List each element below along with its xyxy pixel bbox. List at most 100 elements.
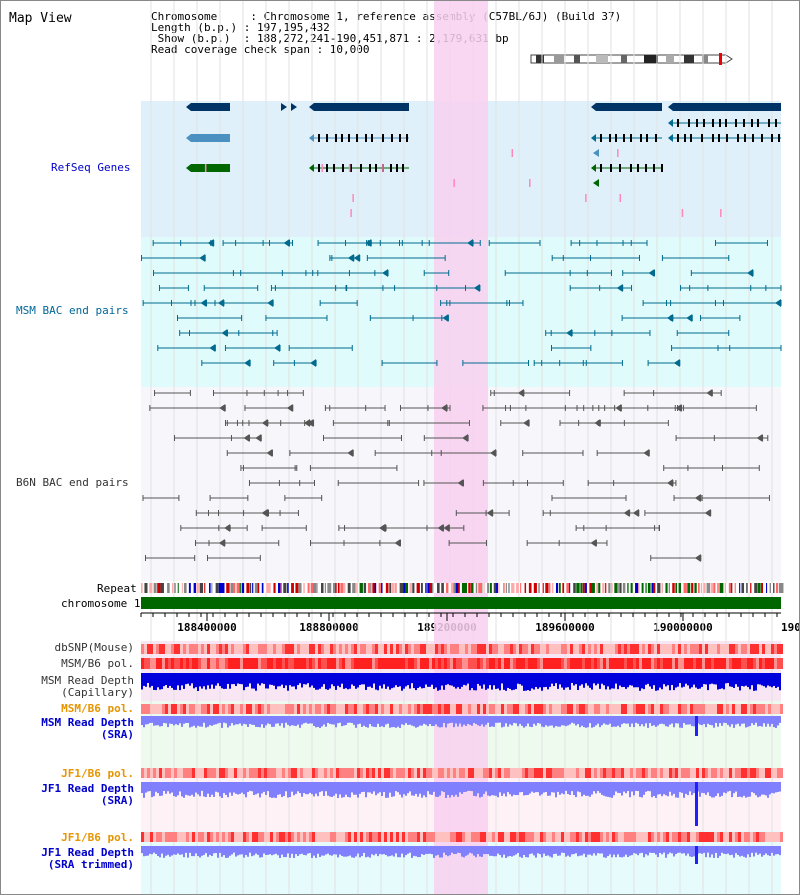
- jf1-depth-trimmed: [561, 846, 563, 853]
- jf1-pol-strip-2: [453, 832, 456, 842]
- jf1-depth-trimmed: [731, 846, 733, 855]
- repeat-mark: [602, 583, 605, 593]
- msm-depth-sra: [381, 716, 383, 727]
- jf1-depth-trimmed: [331, 846, 333, 856]
- msm-depth-sra: [379, 716, 381, 727]
- msm-depth-sra: [199, 716, 201, 727]
- msm-depth-sra: [251, 716, 253, 725]
- jf1-pol-strip-2: [306, 832, 309, 842]
- gene-b2-exon: [356, 134, 358, 142]
- jf1-depth-sra: [369, 782, 371, 793]
- track-label-msm-depth-cap[interactable]: MSM Read Depth: [41, 674, 134, 687]
- track-label-b6n-bac[interactable]: B6N BAC end pairs: [16, 476, 129, 489]
- msm-bac-pair-arrow: [473, 284, 480, 292]
- msm-depth-sra: [159, 716, 161, 727]
- track-label-jf1-depth-trim[interactable]: JF1 Read Depth: [41, 846, 134, 859]
- gene-b-body: [314, 103, 409, 111]
- track-label-msm-depth-sra[interactable]: MSM Read Depth: [41, 716, 134, 729]
- msm-pol-strip-1: [195, 658, 198, 669]
- msm-depth-sra: [425, 716, 427, 725]
- gene-d2-exon: [744, 134, 746, 142]
- jf1-depth-trimmed: [293, 846, 295, 858]
- msm-pol-strip-2: [300, 704, 303, 714]
- msm-pol-strip-1: [222, 658, 225, 669]
- msm-pol-strip-2: [630, 704, 633, 714]
- dbsnp-strip: [312, 644, 315, 654]
- msm-depth-sra: [659, 716, 661, 724]
- b6n-bac-pair-arrow: [286, 404, 293, 412]
- jf1-depth-trimmed: [743, 846, 745, 857]
- jf1-pol-strip-1: [348, 768, 351, 778]
- msm-depth-sra: [177, 716, 179, 726]
- msm-pol-strip-1: [687, 658, 690, 669]
- jf1-depth-sra: [565, 782, 567, 791]
- track-label-jf1-b6-pol-2[interactable]: JF1/B6 pol.: [61, 831, 134, 844]
- dbsnp-strip: [351, 644, 354, 654]
- msm-pol-strip-2: [450, 704, 453, 714]
- jf1-depth-trimmed: [249, 846, 251, 853]
- jf1-pol-strip-1: [279, 768, 282, 778]
- gene-d3-exon: [688, 119, 690, 127]
- msm-depth-sra: [645, 716, 647, 724]
- msm-pol-strip-1: [492, 658, 495, 669]
- jf1-depth-sra: [231, 782, 233, 796]
- dbsnp-strip: [606, 644, 609, 654]
- jf1-depth-sra: [571, 782, 573, 792]
- repeat-mark: [717, 583, 719, 593]
- dbsnp-strip: [516, 644, 519, 654]
- msm-depth-capillary: [571, 673, 573, 683]
- repeat-mark: [268, 583, 271, 593]
- jf1-pol-strip-1: [768, 768, 771, 778]
- msm-depth-capillary: [539, 673, 541, 688]
- chromosome-ideogram[interactable]: [526, 51, 736, 69]
- msm-depth-capillary: [231, 673, 233, 685]
- track-label-jf1-depth-sra[interactable]: JF1 Read Depth: [41, 782, 134, 795]
- msm-pol-strip-1: [510, 658, 513, 669]
- msm-depth-capillary: [301, 673, 303, 688]
- msm-pol-strip-2: [357, 704, 360, 714]
- msm-depth-capillary: [623, 673, 625, 687]
- track-label-jf1-b6-pol-1[interactable]: JF1/B6 pol.: [61, 767, 134, 780]
- jf1-pol-strip-1: [297, 768, 300, 778]
- jf1-depth-sra: [327, 782, 329, 796]
- msm-depth-sra: [411, 716, 413, 726]
- dbsnp-strip: [534, 644, 537, 654]
- dbsnp-strip: [282, 644, 285, 654]
- msm-depth-sra: [567, 716, 569, 726]
- dbsnp-strip: [390, 644, 393, 654]
- gene-d3-exon: [725, 119, 727, 127]
- repeat-mark: [257, 583, 260, 593]
- jf1-depth-sra: [325, 782, 327, 792]
- jf1-pol-strip-2: [384, 832, 387, 842]
- msm-depth-capillary: [727, 673, 729, 684]
- msm-depth-sra: [495, 716, 497, 723]
- msm-depth-capillary: [403, 673, 405, 689]
- jf1-pol-strip-2: [759, 832, 762, 842]
- jf1-depth-sra: [717, 782, 719, 794]
- dbsnp-strip: [387, 644, 390, 654]
- jf1-depth-sra: [549, 782, 551, 796]
- track-label-refseq-genes[interactable]: RefSeq Genes: [51, 161, 131, 174]
- dbsnp-strip: [402, 644, 405, 654]
- jf1-depth-trimmed: [677, 846, 679, 853]
- jf1-depth-sra: [345, 782, 347, 795]
- msm-pol-strip-2: [756, 704, 759, 714]
- msm-bac-pair-arrow: [274, 344, 281, 352]
- msm-pol-strip-1: [768, 658, 771, 669]
- msm-depth-sra: [375, 716, 377, 728]
- jf1-depth-trimmed: [733, 846, 735, 858]
- jf1-pol-strip-2: [648, 832, 651, 842]
- track-label-msm-b6-pol-1[interactable]: MSM/B6 pol.: [61, 657, 134, 670]
- track-label-msm-b6-pol-2[interactable]: MSM/B6 pol.: [61, 702, 134, 715]
- jf1-pol-strip-2: [348, 832, 351, 842]
- msm-bac-pair-arrow: [200, 299, 207, 307]
- jf1-depth-trimmed: [167, 846, 169, 855]
- track-label-dbsnp[interactable]: dbSNP(Mouse): [54, 641, 134, 654]
- jf1-depth-sra: [283, 782, 285, 796]
- gene-b3-exon: [402, 164, 404, 172]
- jf1-depth-trimmed: [775, 846, 777, 855]
- track-label-msm-bac[interactable]: MSM BAC end pairs: [16, 304, 129, 317]
- jf1-pol-strip-2: [399, 832, 402, 842]
- msm-depth-capillary: [627, 673, 629, 688]
